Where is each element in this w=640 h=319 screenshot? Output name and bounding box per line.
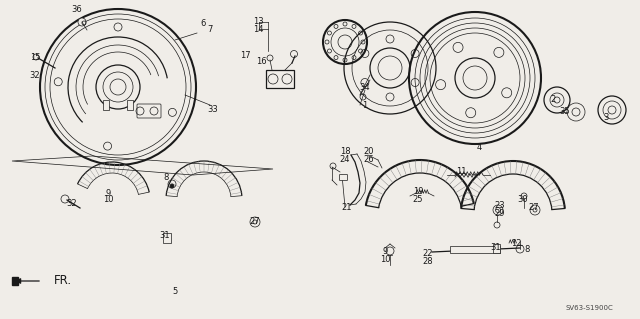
Text: 10: 10 [103,196,113,204]
Text: 16: 16 [256,56,266,65]
Text: 12: 12 [511,240,521,249]
Bar [163,233,171,243]
Polygon shape [12,277,18,285]
Text: FR.: FR. [54,275,72,287]
Text: 3: 3 [604,114,609,122]
Text: 19: 19 [413,188,423,197]
Text: 22: 22 [423,249,433,257]
Text: 10: 10 [380,256,390,264]
Text: 14: 14 [253,25,263,33]
Text: 29: 29 [495,209,505,218]
Text: 26: 26 [364,155,374,165]
Text: 5: 5 [172,286,178,295]
Text: 31: 31 [491,242,501,251]
Text: 4: 4 [476,144,482,152]
Text: 13: 13 [253,18,263,26]
Text: 32: 32 [67,199,77,209]
Text: 18: 18 [340,147,350,157]
Text: 15: 15 [29,54,40,63]
Text: 25: 25 [413,196,423,204]
Text: 27: 27 [529,204,540,212]
Text: 33: 33 [207,106,218,115]
Text: 32: 32 [29,70,40,79]
Bar [493,244,500,253]
Text: 28: 28 [422,256,433,265]
Text: 24: 24 [340,155,350,165]
Text: 36: 36 [72,5,83,14]
Text: SV63-S1900C: SV63-S1900C [565,305,612,311]
Text: 35: 35 [560,107,570,115]
Text: 9: 9 [382,248,388,256]
Text: 23: 23 [495,202,506,211]
Text: 9: 9 [106,189,111,197]
Text: 8: 8 [163,174,169,182]
Circle shape [170,184,174,188]
Text: 34: 34 [360,84,371,93]
Text: 31: 31 [160,232,170,241]
Text: 30: 30 [518,196,528,204]
Bar [266,70,294,88]
Text: 17: 17 [240,51,250,61]
Text: 11: 11 [456,167,467,176]
Text: 20: 20 [364,147,374,157]
FancyBboxPatch shape [137,104,161,118]
Text: 21: 21 [342,203,352,211]
Circle shape [78,18,86,26]
FancyBboxPatch shape [339,174,348,181]
Bar [450,246,500,253]
Text: 7: 7 [207,26,212,34]
Text: 1: 1 [362,100,367,109]
Text: 2: 2 [550,95,556,105]
Text: 8: 8 [524,246,530,255]
Bar [103,100,109,110]
Bar [127,100,133,110]
Text: 27: 27 [250,217,260,226]
Text: 6: 6 [200,19,205,27]
